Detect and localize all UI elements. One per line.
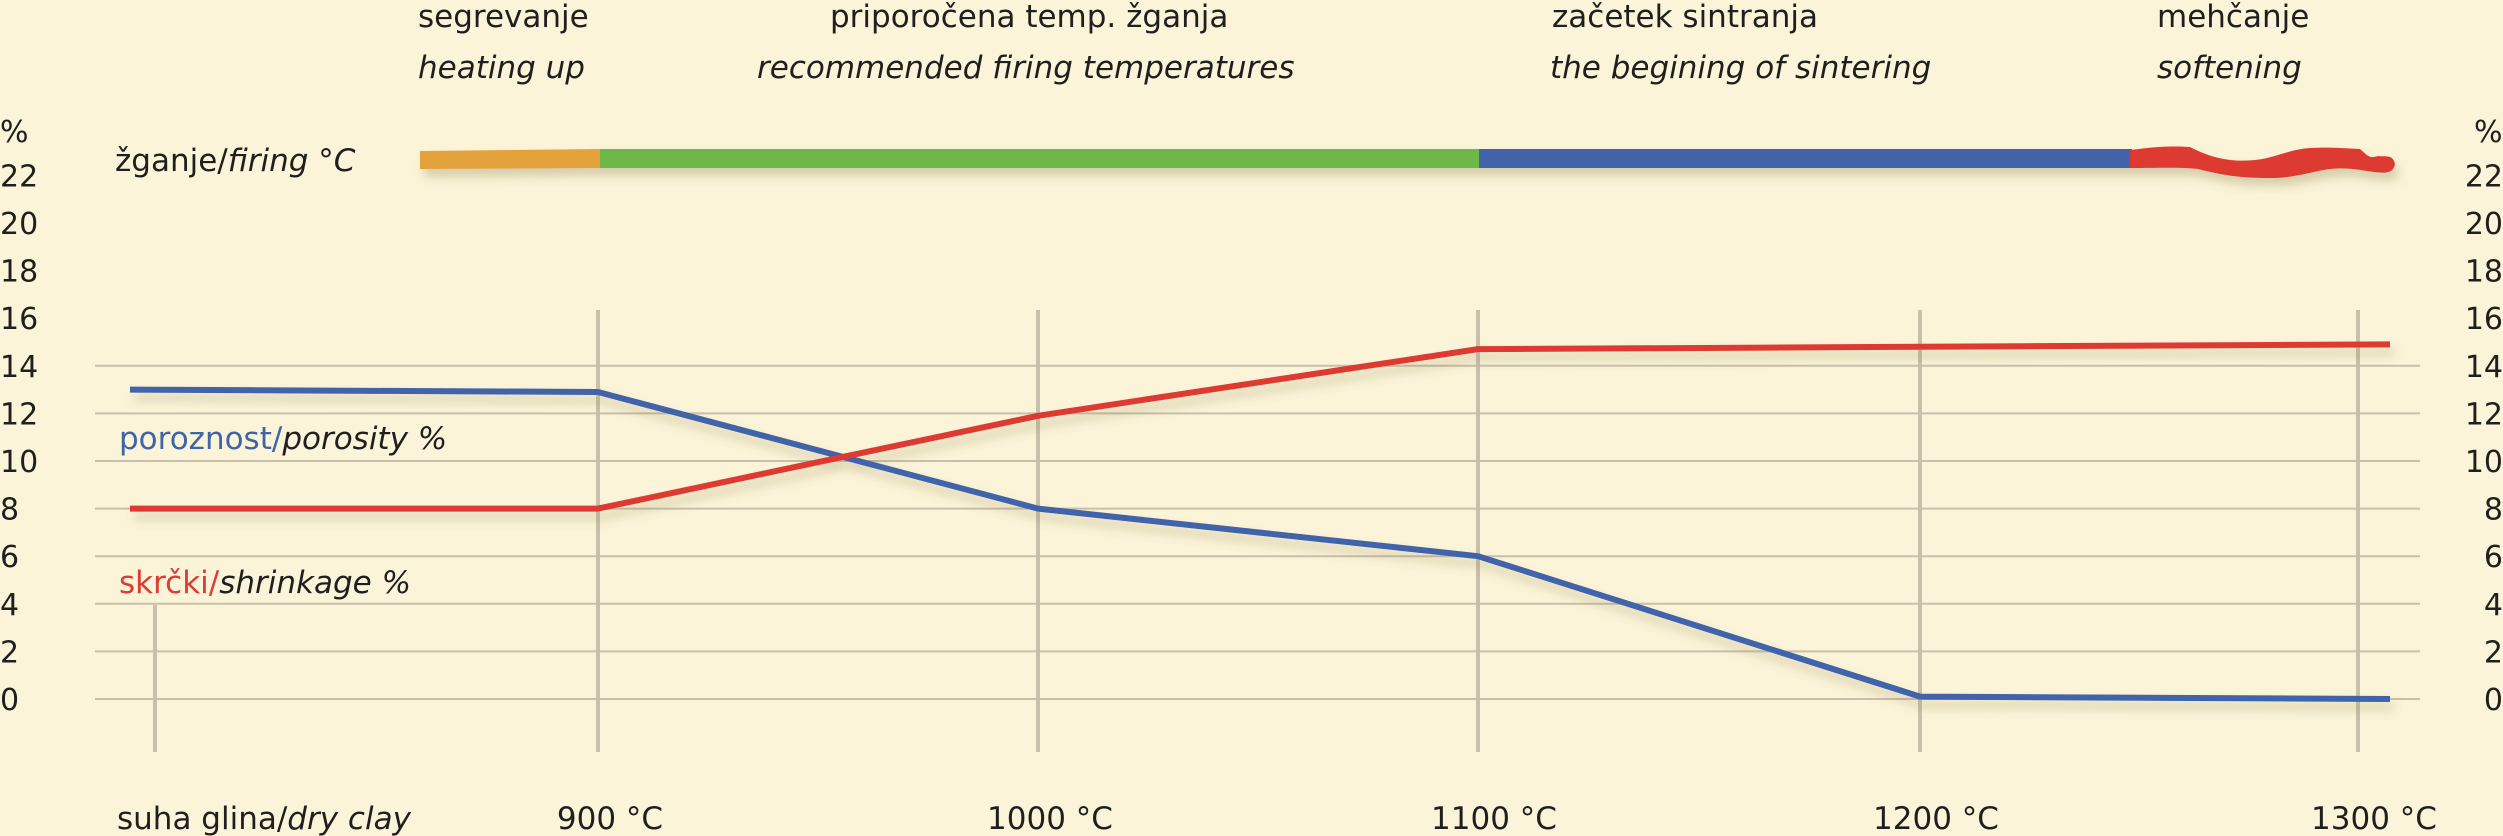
series-lines	[129, 341, 2391, 702]
y-tick-right-12: 12	[2465, 397, 2503, 432]
firing-segment-softening	[2130, 146, 2395, 178]
y-tick-right-4: 4	[2484, 588, 2503, 623]
y-tick-left-20: 20	[0, 207, 38, 242]
legend-shrinkage-sl: skrčki/	[119, 565, 220, 601]
firing-label-sl: žganje/	[115, 143, 228, 179]
y-tick-left-22: 22	[0, 159, 38, 194]
x-label-dry-clay-sl: suha glina/	[117, 801, 288, 836]
y-tick-left-8: 8	[0, 493, 19, 528]
firing-bar	[420, 146, 2395, 178]
x-axis-labels: suha glina/dry clay 900 °C 1000 °C 1100 …	[117, 801, 2437, 836]
shrinkage-line	[130, 341, 2391, 512]
phase-sintering-sl: začetek sintranja	[1552, 0, 1818, 35]
phase-softening-en: softening	[2157, 50, 2302, 86]
vertical-gridlines	[153, 310, 2360, 752]
y-tick-right-16: 16	[2465, 302, 2503, 337]
x-label-dry-clay-en: dry clay	[287, 801, 411, 836]
y-tick-left-14: 14	[0, 350, 38, 385]
phase-heating-en: heating up	[418, 50, 585, 86]
phase-recommended-sl: priporočena temp. žganja	[830, 0, 1228, 35]
y-tick-right-18: 18	[2465, 255, 2503, 290]
y-tick-right-2: 2	[2484, 635, 2503, 670]
y-tick-left-12: 12	[0, 397, 38, 432]
phase-recommended-en: recommended firing temperatures	[757, 50, 1294, 86]
y-axis-right-unit: %	[2474, 115, 2503, 150]
x-label-1200: 1200 °C	[1873, 801, 1999, 836]
y-axis-left-unit: %	[0, 115, 29, 150]
x-label-900: 900 °C	[557, 801, 663, 836]
y-tick-left-2: 2	[0, 635, 19, 670]
y-tick-left-16: 16	[0, 302, 38, 337]
firing-segment-recommended	[600, 149, 1479, 168]
firing-segment-heating	[420, 149, 600, 169]
firing-segment-sintering	[1479, 149, 2132, 168]
x-label-1100: 1100 °C	[1431, 801, 1557, 836]
y-tick-left-6: 6	[0, 540, 19, 575]
y-tick-left-4: 4	[0, 588, 19, 623]
y-tick-right-10: 10	[2465, 445, 2503, 480]
x-label-1000: 1000 °C	[987, 801, 1113, 836]
y-tick-right-6: 6	[2484, 540, 2503, 575]
phase-softening-sl: mehčanje	[2157, 0, 2309, 35]
legend-shrinkage-en: shrinkage %	[219, 565, 411, 601]
y-tick-right-22: 22	[2465, 159, 2503, 194]
legend-shrinkage: skrčki/shrinkage %	[119, 565, 411, 601]
legend-porosity-en: porosity %	[281, 421, 447, 457]
firing-label-en: firing °C	[228, 143, 356, 179]
firing-label: žganje/firing °C	[115, 143, 356, 179]
x-label-dry-clay: suha glina/dry clay	[117, 801, 412, 836]
legend-porosity-sl: poroznost/	[119, 421, 283, 457]
y-tick-right-20: 20	[2465, 207, 2503, 242]
y-tick-left-10: 10	[0, 445, 38, 480]
phase-headers: segrevanje heating up priporočena temp. …	[418, 0, 2309, 86]
x-label-1300: 1300 °C	[2311, 801, 2437, 836]
legend-porosity: poroznost/porosity %	[119, 421, 447, 457]
phase-heating-sl: segrevanje	[418, 0, 589, 35]
porosity-line	[129, 386, 2391, 702]
phase-sintering-en: the begining of sintering	[1550, 50, 1931, 86]
y-tick-right-8: 8	[2484, 493, 2503, 528]
y-tick-right-14: 14	[2465, 350, 2503, 385]
y-axis-left: 0 2 4 6 8 10 12 14 16 18 20 22	[0, 159, 38, 718]
y-axis-right: 0 2 4 6 8 10 12 14 16 18 20 22	[2465, 159, 2503, 718]
y-tick-right-0: 0	[2484, 683, 2503, 718]
y-tick-left-18: 18	[0, 255, 38, 290]
y-tick-left-0: 0	[0, 683, 19, 718]
